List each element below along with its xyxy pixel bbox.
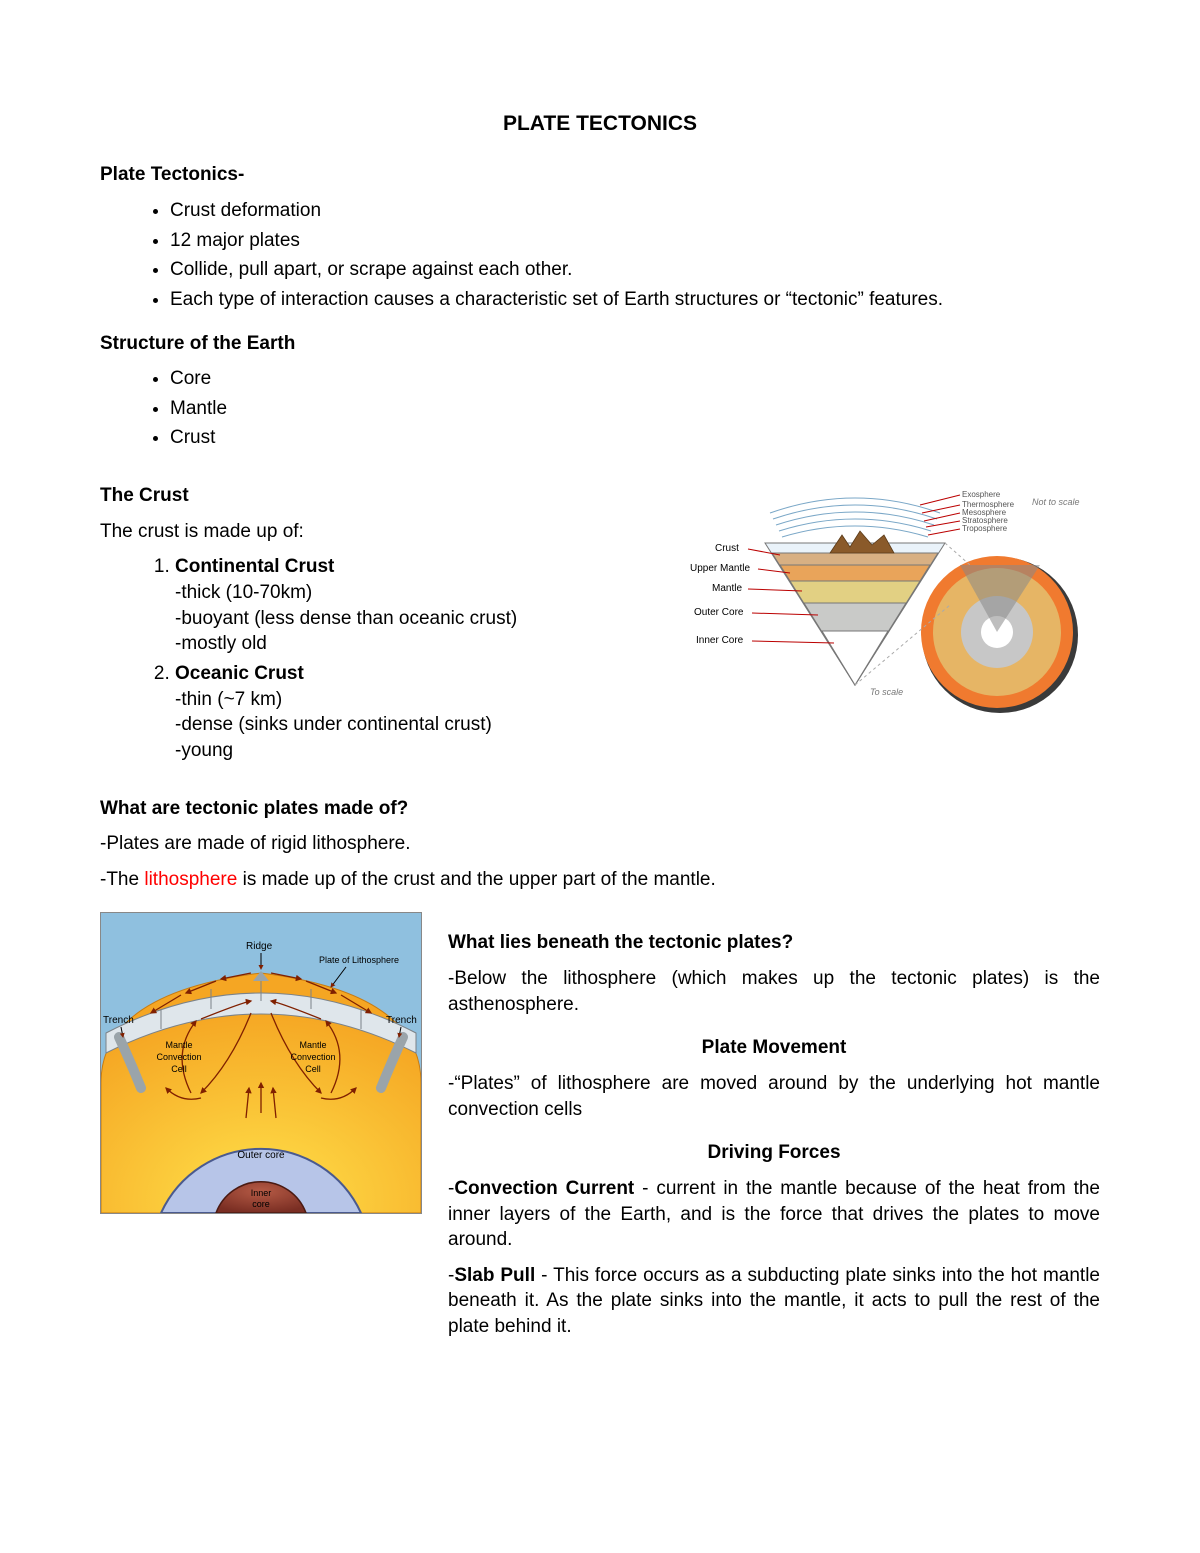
list-item: Mantle: [170, 396, 1100, 422]
list-item-line: -young: [175, 738, 650, 764]
heading-crust: The Crust: [100, 483, 650, 509]
keyword-slab-pull: Slab Pull: [454, 1265, 535, 1286]
heading-beneath: What lies beneath the tectonic plates?: [448, 930, 1100, 956]
fig1-label-outercore: Outer Core: [694, 607, 744, 618]
fig2-label-cell-l2: Convection: [156, 1052, 201, 1062]
fig1-label-innercore: Inner Core: [696, 635, 744, 646]
heading-plate-movement: Plate Movement: [448, 1035, 1100, 1061]
list-item: Oceanic Crust -thin (~7 km) -dense (sink…: [175, 661, 650, 764]
fig1-label-mantle: Mantle: [712, 583, 742, 594]
fig2-label-cell-r3: Cell: [305, 1064, 321, 1074]
fig1-label-toscale: To scale: [870, 687, 903, 697]
fig2-label-cell-r2: Convection: [290, 1052, 335, 1062]
list-item: Each type of interaction causes a charac…: [170, 287, 1100, 313]
list-item: Crust deformation: [170, 198, 1100, 224]
body-text: The crust is made up of:: [100, 519, 650, 545]
fig1-label-troposphere: Troposphere: [962, 524, 1008, 533]
keyword-lithosphere: lithosphere: [144, 869, 237, 890]
fig2-label-trench-r: Trench: [386, 1015, 417, 1026]
list-plate-tectonics: Crust deformation 12 major plates Collid…: [100, 198, 1100, 313]
body-text: -Below the lithosphere (which makes up t…: [448, 966, 1100, 1017]
list-item-line: -thick (10-70km): [175, 580, 650, 606]
list-item: Core: [170, 366, 1100, 392]
fig1-label-nottoscale: Not to scale: [1032, 497, 1080, 507]
figure-mantle-convection: Ridge Plate of Lithosphere Trench Trench…: [100, 912, 420, 1214]
list-item: Crust: [170, 425, 1100, 451]
text-span: -The: [100, 869, 144, 890]
heading-plate-tectonics: Plate Tectonics-: [100, 162, 1100, 188]
page-title: PLATE TECTONICS: [100, 110, 1100, 138]
body-text: -Convection Current - current in the man…: [448, 1176, 1100, 1253]
list-crust-types: Continental Crust -thick (10-70km) -buoy…: [100, 554, 650, 763]
keyword-convection-current: Convection Current: [454, 1178, 634, 1199]
fig2-label-cell-l1: Mantle: [165, 1040, 192, 1050]
list-item: 12 major plates: [170, 228, 1100, 254]
fig2-label-innercore1: Inner: [251, 1188, 272, 1198]
list-item-title: Continental Crust: [175, 556, 334, 577]
fig2-label-cell-l3: Cell: [171, 1064, 187, 1074]
list-item-line: -buoyant (less dense than oceanic crust): [175, 606, 650, 632]
heading-plate-composition: What are tectonic plates made of?: [100, 796, 1100, 822]
body-text: -Plates are made of rigid lithosphere.: [100, 831, 1100, 857]
list-item-title: Oceanic Crust: [175, 663, 304, 684]
list-item: Continental Crust -thick (10-70km) -buoy…: [175, 554, 650, 657]
fig2-label-innercore2: core: [252, 1199, 270, 1209]
heading-driving-forces: Driving Forces: [448, 1140, 1100, 1166]
body-text: -Slab Pull - This force occurs as a subd…: [448, 1263, 1100, 1340]
fig1-label-exosphere: Exosphere: [962, 490, 1001, 499]
figure-earth-layers: Crust Upper Mantle Mantle Outer Core Inn…: [670, 465, 1100, 725]
fig1-label-crust: Crust: [715, 543, 739, 554]
fig1-label-uppermantle: Upper Mantle: [690, 563, 750, 574]
body-text: -The lithosphere is made up of the crust…: [100, 867, 1100, 893]
list-item-line: -thin (~7 km): [175, 687, 650, 713]
text-span: - This force occurs as a subducting plat…: [448, 1265, 1100, 1337]
fig2-label-outercore: Outer core: [237, 1150, 285, 1161]
text-span: is made up of the crust and the upper pa…: [237, 869, 715, 890]
list-structure: Core Mantle Crust: [100, 366, 1100, 451]
fig2-label-plate: Plate of Lithosphere: [319, 955, 399, 965]
list-item-line: -mostly old: [175, 631, 650, 657]
fig2-label-trench-l: Trench: [103, 1015, 134, 1026]
heading-structure: Structure of the Earth: [100, 331, 1100, 357]
fig2-label-ridge: Ridge: [246, 941, 273, 952]
body-text: -“Plates” of lithosphere are moved aroun…: [448, 1071, 1100, 1122]
fig2-label-cell-r1: Mantle: [299, 1040, 326, 1050]
list-item: Collide, pull apart, or scrape against e…: [170, 257, 1100, 283]
list-item-line: -dense (sinks under continental crust): [175, 712, 650, 738]
